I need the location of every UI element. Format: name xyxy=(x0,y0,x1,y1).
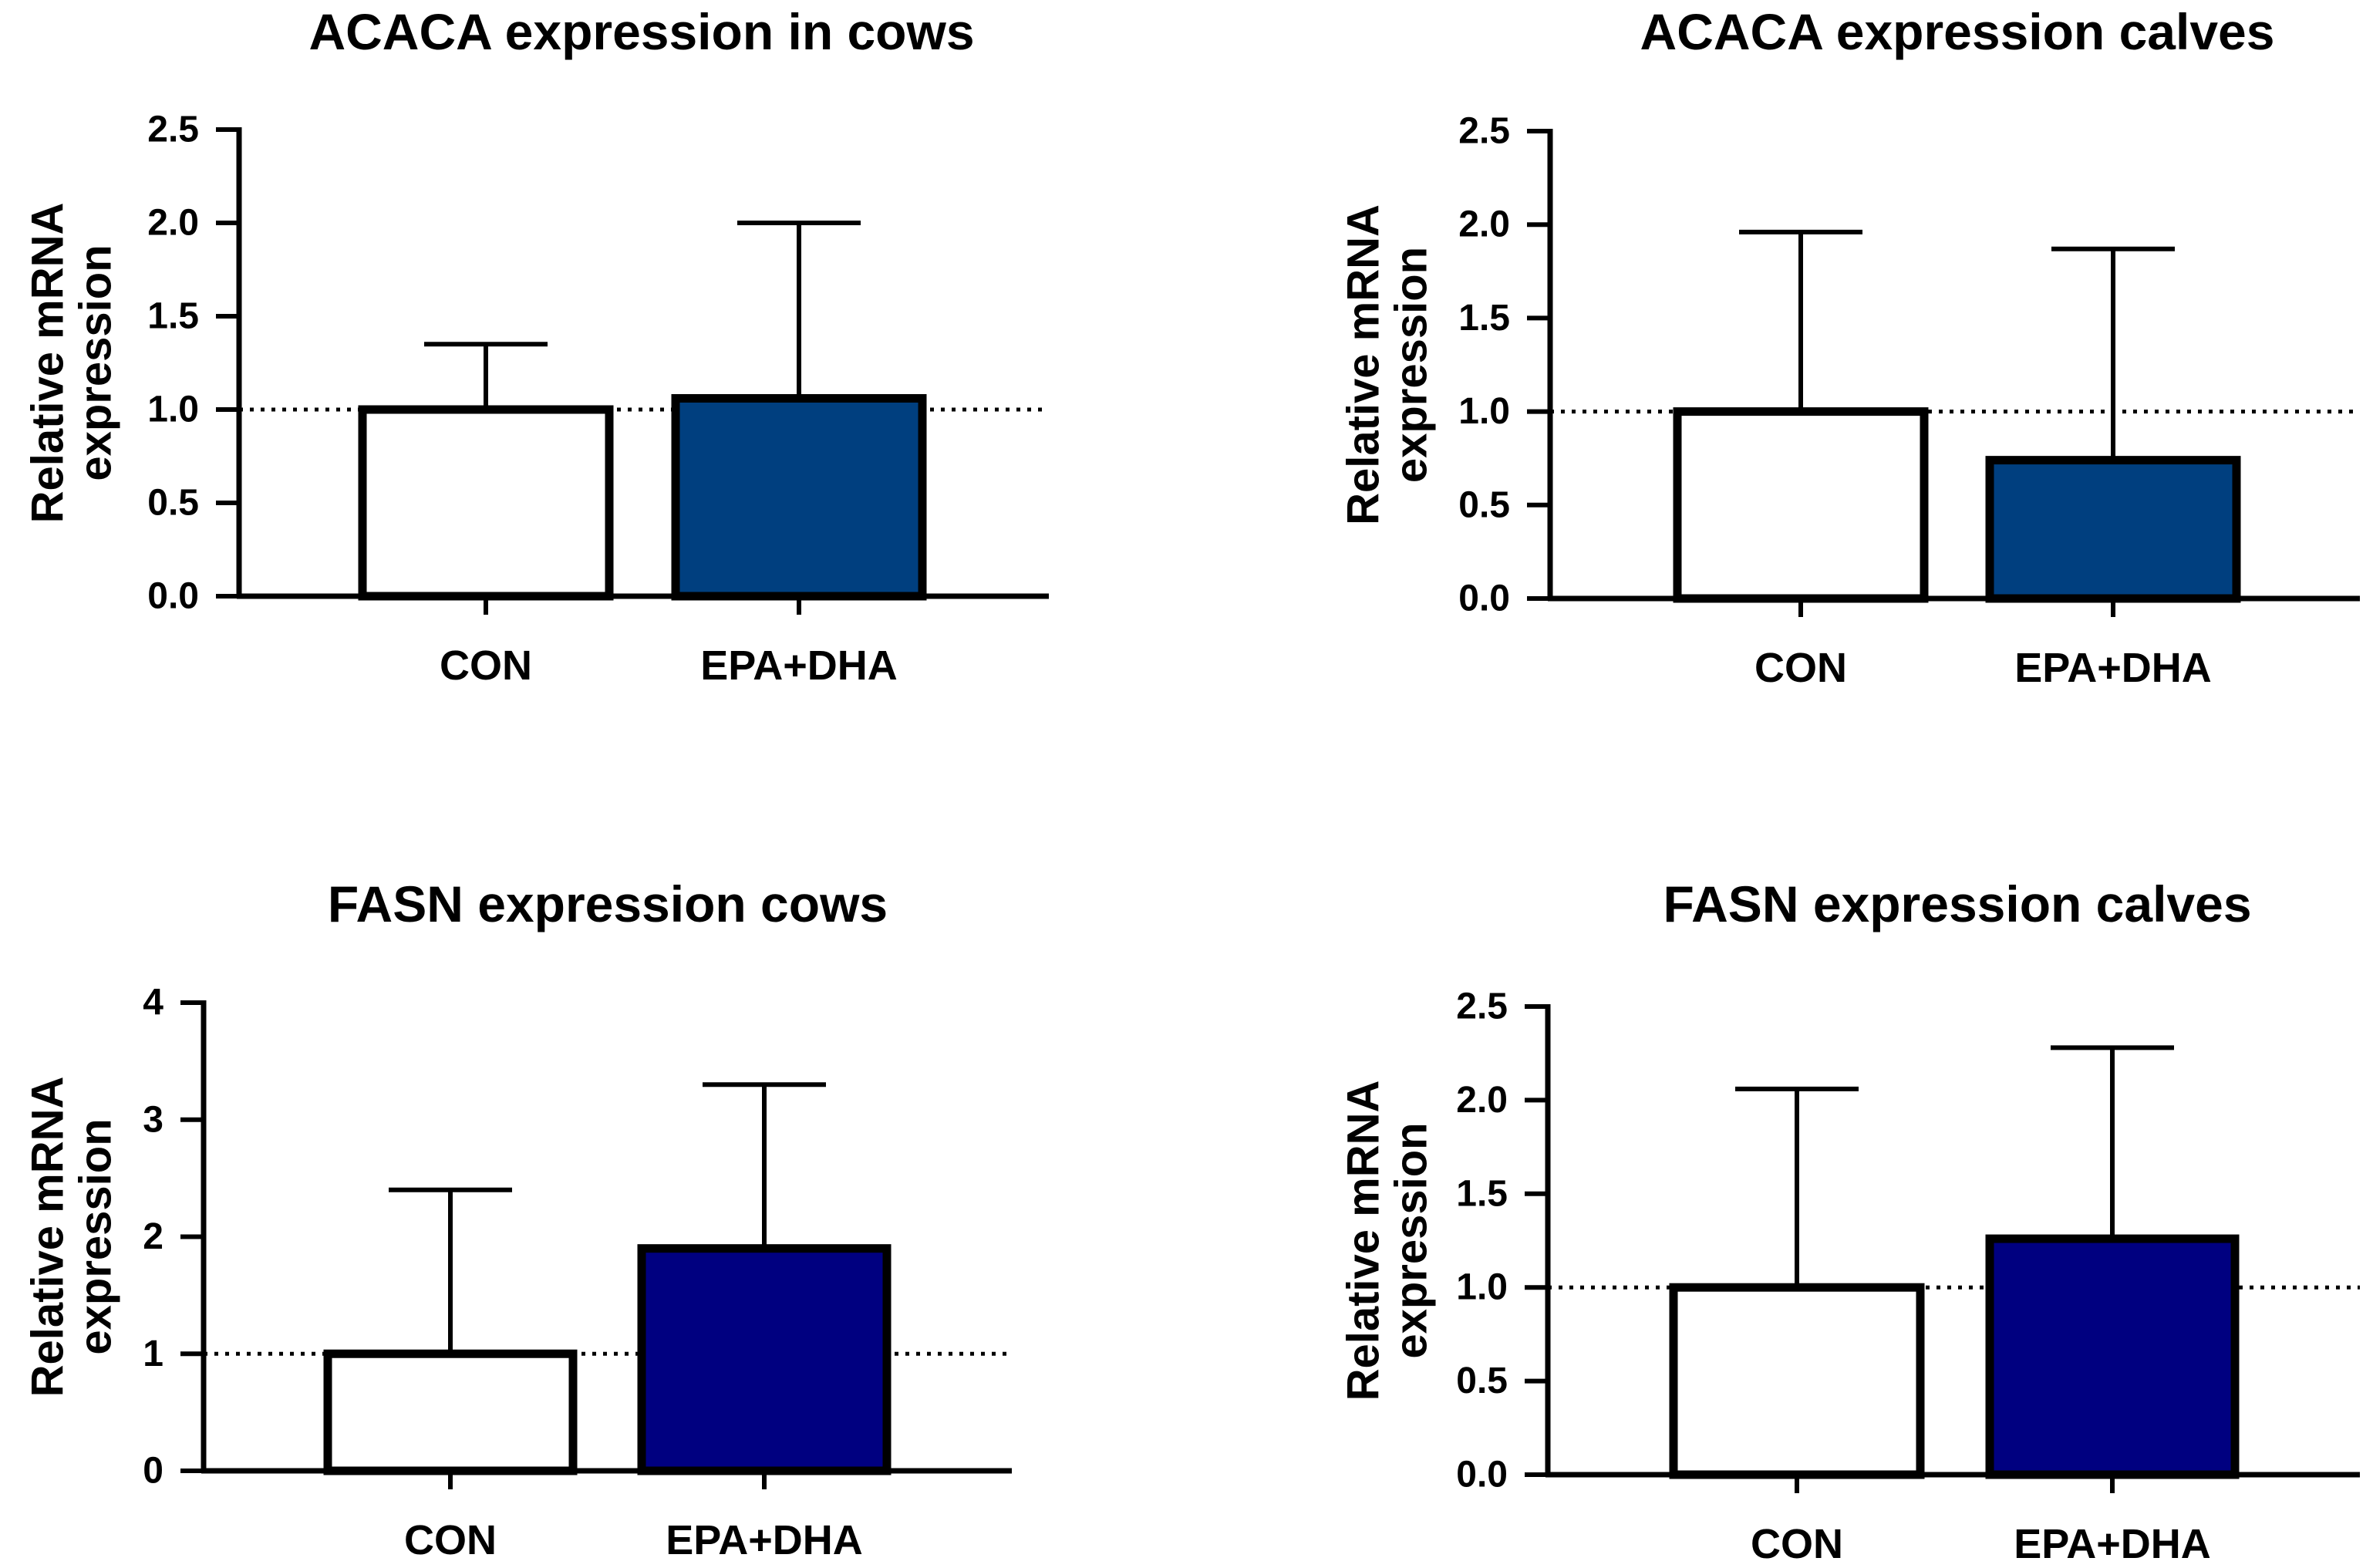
y-tick-label: 0.5 xyxy=(147,483,199,524)
y-axis-label-line-2: expression xyxy=(71,244,121,481)
y-axis-label-line-2: expression xyxy=(71,1118,121,1354)
y-tick-label: 1.0 xyxy=(1458,391,1510,432)
chart-title: FASN expression cows xyxy=(328,875,888,932)
y-axis-label-line-1: Relative mRNA xyxy=(1339,204,1389,525)
bar-epa-dha xyxy=(1985,456,2241,603)
x-tick-label: CON xyxy=(1751,1521,1843,1567)
x-tick-label: CON xyxy=(440,642,532,689)
bar-epa-dha xyxy=(671,393,927,601)
y-tick-label: 1.5 xyxy=(1456,1173,1508,1214)
y-tick-label: 3 xyxy=(143,1099,163,1140)
y-tick-label: 2.0 xyxy=(147,203,199,244)
y-tick-label: 1.5 xyxy=(147,296,199,337)
y-tick-label: 2.0 xyxy=(1456,1080,1508,1121)
chart-panel-1: ACACA expression in cows Relative mRNAexp… xyxy=(23,3,1049,689)
y-tick-label: 2.5 xyxy=(147,110,199,150)
chart-panel-3: FASN expression cows Relative mRNAexpress… xyxy=(23,875,1012,1563)
y-axis-label-line-1: Relative mRNA xyxy=(1339,1081,1389,1401)
bar-epa-dha xyxy=(637,1244,892,1475)
y-tick-label: 2 xyxy=(143,1216,163,1257)
bar-epa-dha xyxy=(1985,1234,2240,1479)
y-axis-label-line-1: Relative mRNA xyxy=(23,203,73,524)
chart-panel-2: ACACA expression calves Relative mRNAexpr… xyxy=(1339,3,2360,691)
chart-title: ACACA expression calves xyxy=(1640,3,2275,60)
bar-con xyxy=(323,1349,578,1475)
y-tick-label: 0.0 xyxy=(1456,1455,1508,1496)
y-tick-label: 0.0 xyxy=(147,576,199,617)
y-axis-label-line-1: Relative mRNA xyxy=(23,1077,73,1398)
y-tick-label: 2.5 xyxy=(1456,986,1508,1027)
x-tick-label: EPA+DHA xyxy=(700,642,898,689)
y-axis-label-line-2: expression xyxy=(1387,1122,1437,1358)
y-tick-label: 1.5 xyxy=(1458,298,1510,339)
y-tick-label: 1.0 xyxy=(1456,1267,1508,1308)
y-tick-label: 0.5 xyxy=(1458,484,1510,525)
y-tick-label: 4 xyxy=(143,983,163,1023)
y-tick-label: 0.5 xyxy=(1456,1361,1508,1401)
y-tick-label: 1 xyxy=(143,1334,163,1374)
y-tick-label: 0 xyxy=(143,1451,163,1492)
x-tick-label: EPA+DHA xyxy=(2014,645,2212,691)
chart-title: FASN expression calves xyxy=(1663,875,2251,932)
y-tick-label: 2.5 xyxy=(1458,111,1510,152)
x-tick-label: CON xyxy=(1754,645,1847,691)
bar-con xyxy=(1673,407,1929,603)
y-tick-label: 0.0 xyxy=(1458,578,1510,619)
bar-con xyxy=(358,405,614,601)
y-tick-label: 2.0 xyxy=(1458,204,1510,245)
y-axis-label-line-2: expression xyxy=(1387,247,1437,483)
chart-panel-4: FASN expression calves Relative mRNAexpre… xyxy=(1339,875,2360,1567)
bar-con xyxy=(1669,1283,1925,1479)
y-tick-label: 1.0 xyxy=(147,389,199,430)
x-tick-label: EPA+DHA xyxy=(666,1517,863,1563)
chart-title: ACACA expression in cows xyxy=(308,3,974,60)
x-tick-label: EPA+DHA xyxy=(2014,1521,2211,1567)
x-tick-label: CON xyxy=(404,1517,497,1563)
